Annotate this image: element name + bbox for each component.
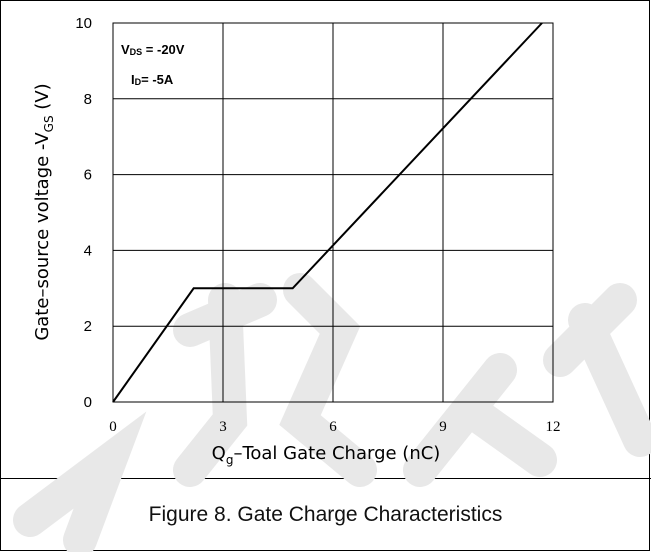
y-tick-label: 10 [75,15,92,32]
plot-area-border [112,22,554,403]
x-axis-label: Qg–Toal Gate Charge (nC) [212,443,441,467]
y-tick-labels: 0 2 4 6 8 10 [75,15,92,411]
y-axis-label: Gate–source voltage -VGS (V) [32,83,56,340]
figure-caption: Figure 8. Gate Charge Characteristics [148,502,503,526]
x-tick-label: 0 [109,419,117,435]
vds-annotation: VDS = -20V [121,42,185,57]
y-tick-label: 4 [84,242,92,259]
gate-charge-chart: 0 2 4 6 8 10 0 3 6 9 12 VDS = -20V ID= -5A Qg–Toa… [32,15,561,467]
y-tick-label: 0 [84,394,92,411]
y-tick-label: 2 [84,318,92,335]
x-tick-label: 9 [439,419,447,435]
grid-lines [112,22,554,403]
x-tick-labels: 0 3 6 9 12 [109,419,560,435]
x-tick-label: 6 [329,419,337,435]
x-tick-label: 3 [219,419,227,435]
y-tick-label: 6 [84,167,92,184]
x-tick-label: 12 [546,419,561,435]
vgs-curve [112,22,543,403]
y-tick-label: 8 [84,91,92,108]
id-annotation: ID= -5A [131,72,174,87]
